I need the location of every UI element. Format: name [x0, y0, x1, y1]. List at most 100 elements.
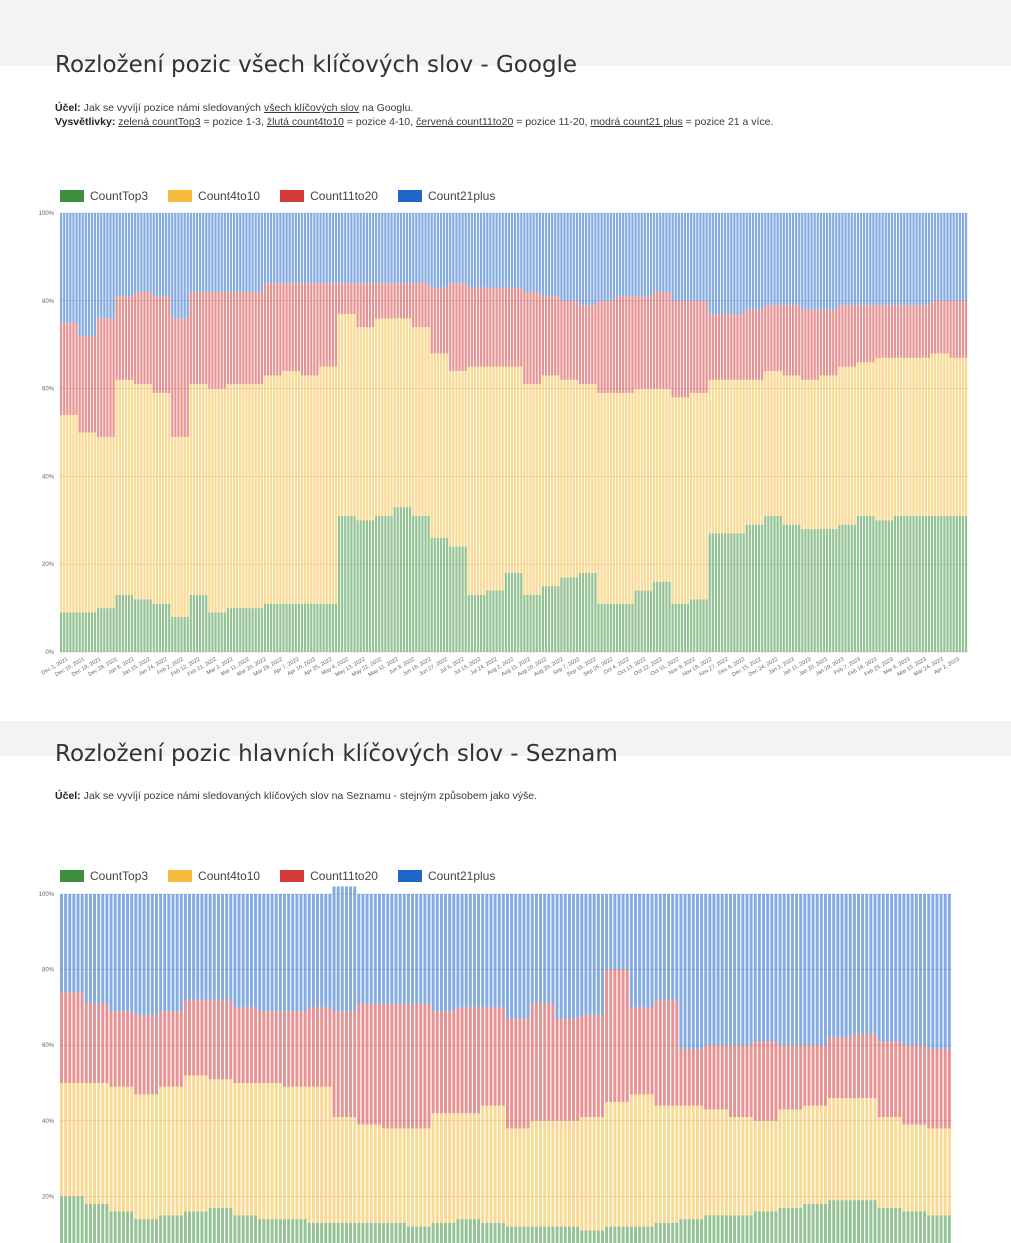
bar-segment-count4to10: [189, 384, 208, 595]
bar-segment-counttop3: [208, 612, 226, 652]
bar: [902, 1045, 906, 1125]
bar: [696, 300, 699, 393]
bar: [943, 213, 946, 301]
bar-segment-counttop3: [208, 1207, 233, 1243]
bar: [724, 1109, 728, 1216]
bar: [782, 1207, 786, 1243]
bar: [179, 1011, 183, 1087]
bar: [529, 384, 532, 595]
bar: [825, 529, 829, 652]
bar: [918, 1045, 922, 1125]
bar: [408, 507, 412, 652]
bar: [517, 572, 520, 652]
bar: [263, 375, 267, 604]
bar: [900, 357, 903, 516]
bar: [168, 392, 171, 604]
bar: [382, 1003, 386, 1129]
bar: [949, 515, 952, 652]
bar: [101, 894, 105, 1004]
legend-item-4to10[interactable]: Count4to10: [168, 189, 260, 203]
legend-item-4to10[interactable]: Count4to10: [168, 869, 260, 883]
bar: [580, 1117, 584, 1231]
bar: [943, 1128, 947, 1216]
bar: [575, 213, 578, 301]
bar: [832, 1200, 836, 1243]
legend-item-11to20[interactable]: Count11to20: [280, 189, 378, 203]
bar: [225, 999, 229, 1080]
legend-item-11to20[interactable]: Count11to20: [280, 869, 378, 883]
bar: [547, 586, 551, 652]
bar: [390, 213, 393, 284]
bar-segment-count11to20: [356, 283, 375, 328]
bar: [115, 379, 118, 595]
bar: [609, 300, 612, 393]
bar: [423, 1128, 427, 1227]
bar: [118, 594, 121, 652]
legend-item-21plus[interactable]: Count21plus: [397, 189, 495, 203]
bar: [140, 599, 143, 652]
bar: [912, 357, 915, 516]
bar: [195, 594, 199, 652]
bar: [365, 1124, 369, 1223]
bar: [276, 603, 279, 652]
legend-item-top3[interactable]: CountTop3: [60, 869, 148, 883]
bar: [251, 384, 254, 609]
bar: [720, 894, 724, 1046]
bar: [381, 213, 384, 284]
bar-segment-counttop3: [506, 1226, 530, 1243]
legend-item-21plus[interactable]: Count21plus: [397, 869, 495, 883]
bar: [935, 1048, 939, 1129]
bar-segment-counttop3: [560, 577, 578, 652]
bar: [958, 357, 961, 516]
legend-item-top3[interactable]: CountTop3: [60, 189, 148, 203]
bar: [124, 379, 128, 595]
bar: [396, 213, 399, 284]
bar: [405, 507, 409, 652]
bar: [619, 213, 622, 297]
bar: [384, 213, 387, 284]
bar: [452, 283, 455, 372]
bar: [362, 283, 365, 328]
bar: [254, 384, 257, 609]
bar: [522, 1226, 526, 1243]
bar: [402, 894, 406, 1004]
all-keywords-link[interactable]: všech klíčových slov: [263, 102, 360, 114]
bar: [461, 546, 464, 652]
bar: [683, 1219, 687, 1243]
bar: [748, 309, 751, 380]
bar: [174, 318, 177, 437]
bar: [337, 213, 341, 284]
bar: [165, 603, 168, 652]
bar-segment-count4to10: [856, 362, 875, 516]
bar: [946, 300, 949, 354]
bar-segment-count21plus: [283, 894, 307, 1012]
bar: [495, 287, 498, 367]
bar: [757, 524, 761, 652]
bar: [183, 894, 187, 1000]
bar: [576, 1120, 580, 1227]
bar-segment-count4to10: [159, 1086, 183, 1216]
bar: [745, 1117, 749, 1216]
bar: [872, 305, 875, 363]
bar: [774, 894, 778, 1042]
bar: [563, 894, 567, 1019]
bar: [914, 1045, 918, 1125]
bar: [642, 1226, 646, 1243]
bar: [188, 999, 191, 1076]
bar: [113, 894, 117, 1012]
purpose-text: Jak se vyvíjí pozice námi sledovaných: [80, 102, 264, 114]
bar: [748, 379, 751, 525]
bar: [236, 292, 239, 385]
bar: [183, 213, 186, 319]
bar: [448, 1113, 452, 1223]
bar: [237, 1083, 241, 1216]
bar: [914, 894, 918, 1046]
bar-segment-count21plus: [652, 213, 671, 293]
bar-segment-counttop3: [307, 1222, 332, 1243]
bar-segment-count11to20: [912, 305, 931, 358]
bar: [287, 1011, 291, 1087]
bar-segment-count11to20: [875, 305, 894, 358]
bar: [60, 322, 63, 415]
bar-segment-counttop3: [159, 1215, 183, 1243]
bar: [530, 1120, 534, 1227]
